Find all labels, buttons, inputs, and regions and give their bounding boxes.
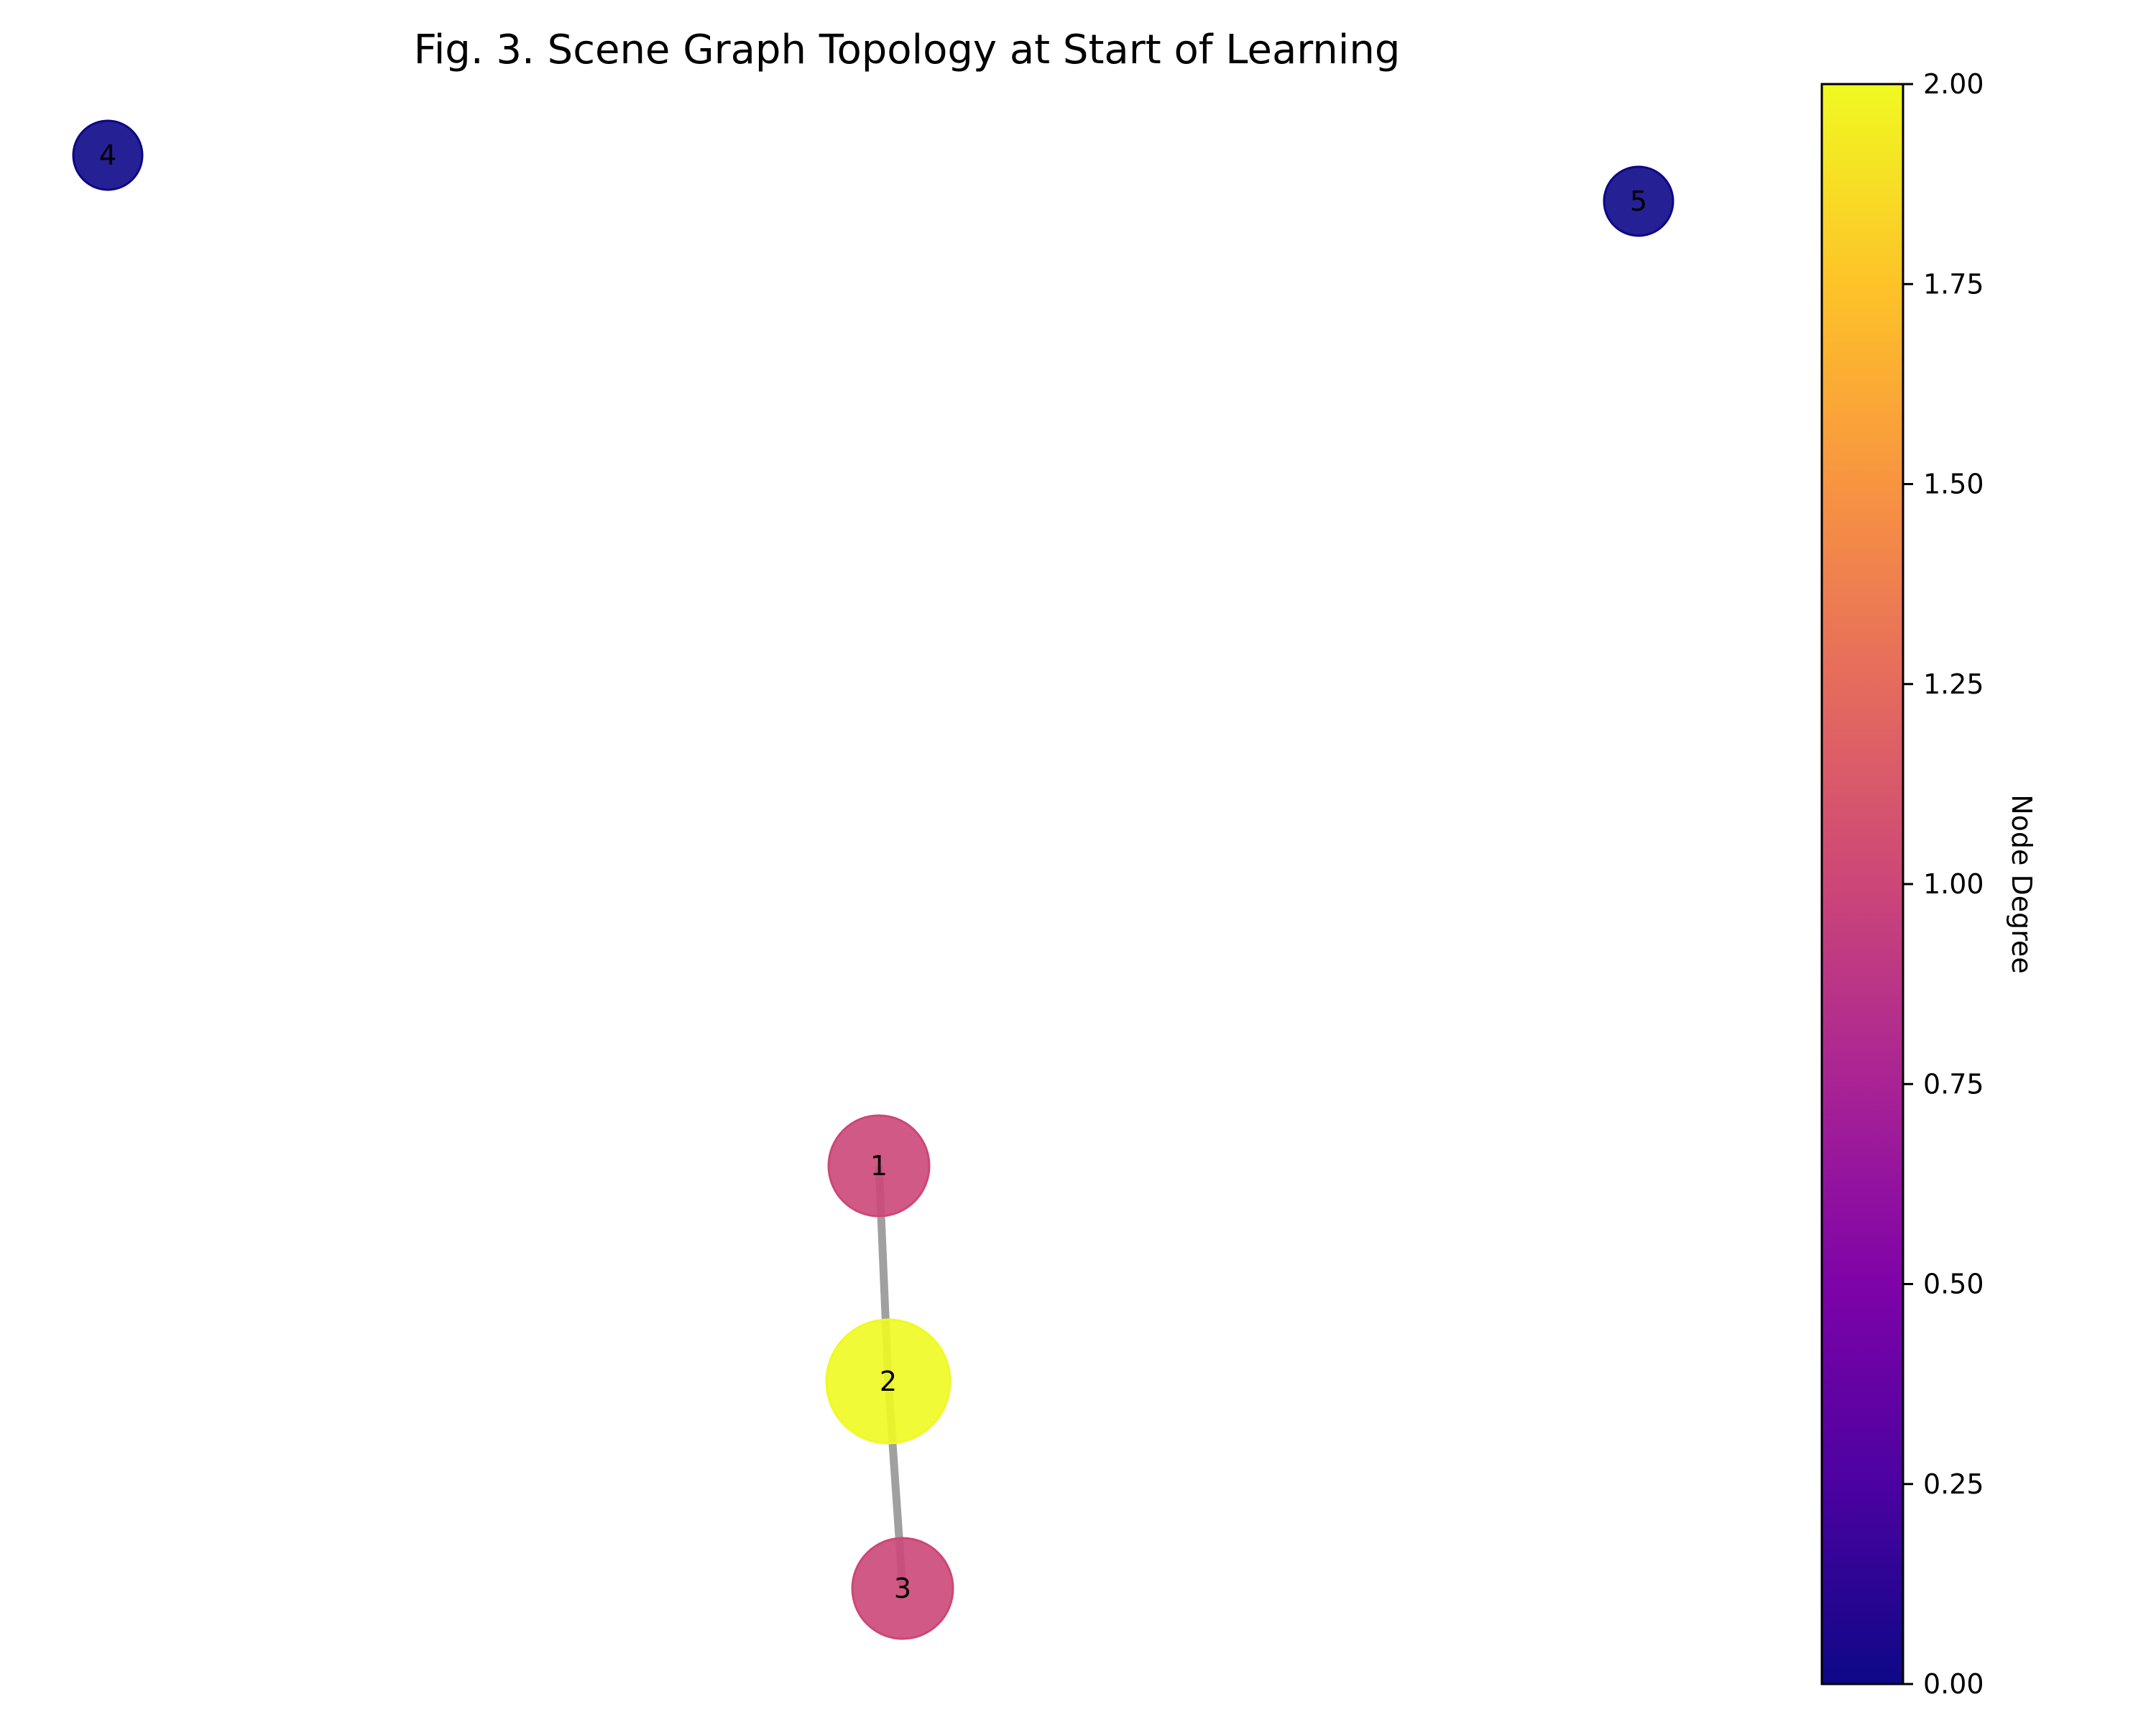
node-circle (851, 1537, 954, 1640)
colorbar-tick-label: 0.50 (1923, 1269, 1984, 1300)
node-label: 3 (894, 1573, 911, 1604)
colorbar-tick-label: 1.75 (1923, 268, 1984, 300)
node-circle (72, 119, 144, 191)
node-circle (825, 1318, 952, 1445)
colorbar-tick-label: 0.75 (1923, 1068, 1984, 1100)
colorbar-tick-label: 1.25 (1923, 668, 1984, 700)
colorbar: 0.00 0.25 0.50 0.75 1.00 1.25 1.50 1.75 2.00 Nod… (1820, 68, 2037, 1700)
node-label: 5 (1630, 185, 1647, 217)
graph-node-5: 5 (1603, 165, 1674, 237)
node-label: 1 (870, 1150, 888, 1182)
colorbar-tick-label: 0.25 (1923, 1468, 1984, 1500)
colorbar-tick-label: 1.00 (1923, 868, 1984, 900)
graph-nodes: 1 2 3 4 5 (72, 119, 1674, 1640)
figure-title: Fig. 3. Scene Graph Topology at Start of… (414, 27, 1401, 73)
graph-node-1: 1 (827, 1114, 931, 1218)
node-label: 4 (99, 139, 116, 171)
graph-node-4: 4 (72, 119, 144, 191)
colorbar-gradient (1820, 83, 1904, 1685)
colorbar-label: Node Degree (2006, 794, 2037, 974)
node-circle (1603, 165, 1674, 237)
colorbar-ticks: 0.00 0.25 0.50 0.75 1.00 1.25 1.50 1.75 2.00 (1903, 68, 1984, 1700)
colorbar-tick-label: 0.00 (1923, 1668, 1984, 1700)
graph-node-3: 3 (851, 1537, 954, 1640)
node-circle (827, 1114, 931, 1218)
node-label: 2 (880, 1366, 897, 1397)
colorbar-tick-label: 1.50 (1923, 469, 1984, 500)
graph-node-2: 2 (825, 1318, 952, 1445)
colorbar-tick-label: 2.00 (1923, 68, 1984, 100)
